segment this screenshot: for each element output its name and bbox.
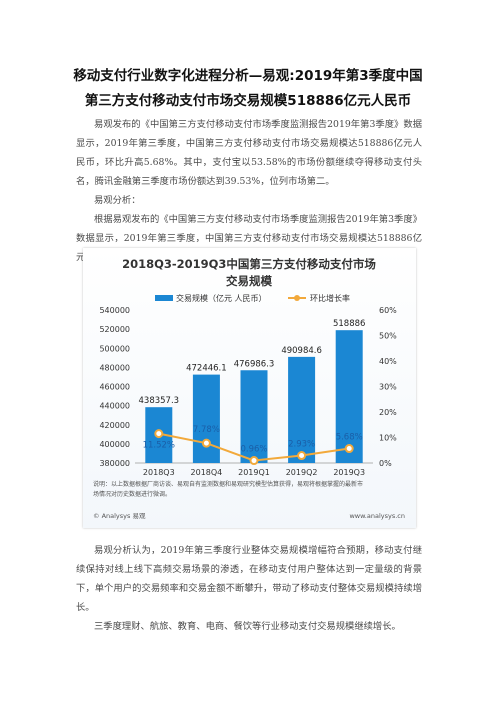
legend-bar-label: 交易规模（亿元 人民币） — [176, 293, 267, 303]
title-line-1: 移动支付行业数字化进程分析—易观:2019年第3季度中国 — [73, 68, 423, 84]
left-axis: 380000 400000 420000 440000 460000 480000 5000… — [99, 306, 130, 468]
bar-value-label: 438357.3 — [139, 396, 180, 406]
left-tick-label: 420000 — [99, 421, 130, 430]
right-tick-label: 60% — [379, 306, 397, 315]
left-tick-label: 520000 — [99, 325, 130, 334]
bar-value-label: 490984.6 — [281, 346, 322, 356]
right-tick-label: 30% — [379, 383, 397, 392]
x-axis: 2018Q3 2018Q4 2019Q1 2019Q2 2019Q3 — [143, 468, 365, 477]
title-line-2: 第三方支付移动支付市场交易规模518886亿元人民币 — [84, 93, 412, 109]
chart-svg: 2018Q3-2019Q3中国第三方支付移动支付市场 交易规模 交易规模（亿元 … — [83, 248, 416, 528]
right-tick-label: 50% — [379, 332, 397, 341]
x-tick-label: 2019Q3 — [333, 468, 365, 477]
right-axis: 0% 10% 20% 30% 40% 50% 60% — [379, 306, 397, 468]
rate-point — [344, 444, 354, 454]
rate-point — [297, 451, 307, 461]
rate-point — [154, 429, 164, 439]
right-tick-label: 40% — [379, 357, 397, 366]
chart-title-line-1: 2018Q3-2019Q3中国第三方支付移动支付市场 — [122, 257, 376, 271]
left-tick-label: 480000 — [99, 363, 130, 372]
bar — [240, 370, 268, 463]
rate-series: 11.52% 7.78% 0.96% 2.93% 5.68% — [143, 425, 363, 466]
rate-value-label: 7.78% — [193, 425, 220, 435]
x-tick-label: 2019Q1 — [238, 468, 270, 477]
x-tick-label: 2018Q3 — [143, 468, 175, 477]
paragraph-1: 易观发布的《中国第三方支付移动支付市场季度监测报告2019年第3季度》数据显示，… — [76, 119, 422, 187]
x-tick-label: 2018Q4 — [191, 468, 223, 477]
chart-note-line-2: 场情况对历史数据进行微调。 — [93, 490, 171, 498]
left-tick-label: 540000 — [99, 306, 130, 315]
paragraph-5: 三季度理财、航旅、教育、电商、餐饮等行业移动支付交易规模继续增长。 — [94, 621, 401, 632]
bar-series: 438357.3 472446.1 476986.3 490984.6 518886 — [139, 319, 365, 463]
chart-title-line-2: 交易规模 — [226, 274, 272, 288]
paragraph-2: 易观分析： — [94, 195, 141, 206]
chart-figure: 2018Q3-2019Q3中国第三方支付移动支付市场 交易规模 交易规模（亿元 … — [83, 248, 416, 528]
rate-point — [201, 438, 211, 448]
chart-note-line-1: 说明：以上数据根据厂商访谈、易观自有监测数据和易观研究模型估算获得，易观将根据掌… — [93, 480, 363, 488]
left-tick-label: 500000 — [99, 344, 130, 353]
legend-line-label: 环比增长率 — [310, 293, 350, 303]
bar-value-label: 476986.3 — [234, 359, 275, 369]
chart-source: © Analysys 易观 — [93, 512, 146, 520]
bar-value-label: 518886 — [333, 319, 365, 329]
rate-value-label: 2.93% — [288, 440, 315, 450]
document-title: 移动支付行业数字化进程分析—易观:2019年第3季度中国 第三方支付移动支付市场… — [60, 64, 436, 114]
bar — [335, 330, 363, 463]
left-tick-label: 460000 — [99, 383, 130, 392]
rate-value-label: 11.52% — [143, 441, 175, 451]
left-tick-label: 440000 — [99, 402, 130, 411]
left-tick-label: 380000 — [99, 459, 130, 468]
right-tick-label: 20% — [379, 408, 397, 417]
chart-url: www.analysys.cn — [349, 512, 405, 520]
right-tick-label: 10% — [379, 434, 397, 443]
bar-value-label: 472446.1 — [186, 364, 227, 374]
x-tick-label: 2019Q2 — [286, 468, 318, 477]
left-tick-label: 400000 — [99, 440, 130, 449]
rate-value-label: 0.96% — [240, 445, 267, 455]
legend-line-marker — [294, 295, 300, 301]
paragraph-4: 易观分析认为，2019年第三季度行业整体交易规模增幅符合预期，移动支付继续保持对… — [76, 545, 422, 613]
bar — [192, 374, 220, 463]
rate-value-label: 5.68% — [336, 433, 363, 443]
bar — [288, 356, 316, 463]
legend-bar-swatch — [155, 295, 173, 301]
legend: 交易规模（亿元 人民币） 环比增长率 — [155, 293, 350, 303]
rate-point — [249, 456, 259, 466]
right-tick-label: 0% — [379, 459, 392, 468]
